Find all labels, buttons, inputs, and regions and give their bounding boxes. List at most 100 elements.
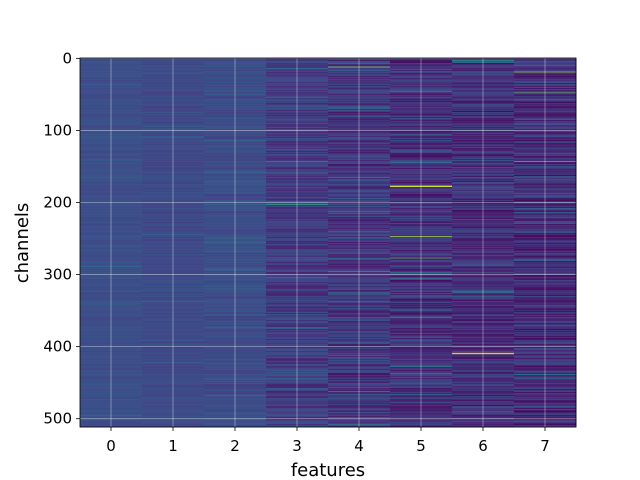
heatmap-cell: [328, 261, 391, 263]
heatmap-cell: [452, 105, 515, 107]
heatmap-cell: [142, 299, 205, 301]
heatmap-cell: [390, 68, 453, 70]
heatmap-cell: [514, 156, 577, 158]
heatmap-cell: [514, 272, 577, 274]
heatmap-cell: [80, 323, 143, 326]
heatmap-cell: [514, 136, 577, 138]
heatmap-cell: [80, 164, 143, 166]
heatmap-cell: [452, 318, 515, 320]
heatmap-cell: [266, 318, 329, 320]
heatmap-cell: [204, 98, 267, 100]
heatmap-cell: [142, 246, 205, 248]
heatmap-cell: [514, 353, 577, 355]
heatmap-cell: [204, 274, 267, 276]
heatmap-cell: [390, 343, 453, 345]
heatmap-cell: [514, 63, 577, 65]
heatmap-cell: [452, 88, 515, 90]
heatmap-cell: [514, 152, 577, 154]
heatmap-cell: [328, 245, 391, 247]
y-tick-label: 0: [62, 49, 72, 67]
heatmap-cell: [142, 101, 205, 103]
y-tick-label: 200: [43, 194, 72, 212]
heatmap-cell: [266, 99, 329, 101]
heatmap-cell: [80, 334, 143, 336]
heatmap-cell: [390, 342, 453, 344]
heatmap-cell: [204, 153, 267, 155]
heatmap-cell: [80, 416, 143, 418]
heatmap-cell: [514, 73, 577, 75]
heatmap-cell: [514, 367, 577, 369]
heatmap-cell: [514, 118, 577, 120]
heatmap-cell: [390, 203, 453, 205]
heatmap-cell: [514, 204, 577, 206]
heatmap-cell: [514, 187, 577, 189]
heatmap-cell: [80, 377, 143, 380]
heatmap-cell: [266, 155, 329, 157]
heatmap-cell: [142, 417, 205, 419]
heatmap-cell: [390, 194, 453, 197]
heatmap-cell: [390, 189, 453, 191]
heatmap-cell: [266, 210, 329, 212]
heatmap-cell: [390, 133, 453, 135]
heatmap-cell: [514, 347, 577, 349]
heatmap-cell: [452, 181, 515, 184]
heatmap-cell: [204, 297, 267, 300]
heatmap-cell: [514, 133, 577, 135]
heatmap-cell: [142, 420, 205, 422]
heatmap-cell: [514, 318, 577, 320]
heatmap-cell: [142, 327, 205, 329]
heatmap-cell: [328, 104, 391, 106]
heatmap-cell: [328, 91, 391, 93]
heatmap-cell: [390, 223, 453, 225]
heatmap-cell: [204, 147, 267, 149]
heatmap-cell: [142, 104, 205, 106]
heatmap-cell: [142, 410, 205, 412]
heatmap-cell: [266, 374, 329, 376]
heatmap-cell: [80, 309, 143, 311]
heatmap-cell: [328, 370, 391, 372]
heatmap-cell: [328, 354, 391, 356]
heatmap-cell: [204, 206, 267, 208]
heatmap-cell: [266, 362, 329, 364]
heatmap-cell: [390, 138, 453, 140]
heatmap-cell: [514, 221, 577, 223]
heatmap-cell: [514, 233, 577, 235]
heatmap-cell: [452, 247, 515, 249]
heatmap-cell: [142, 313, 205, 315]
heatmap-cell: [204, 125, 267, 127]
heatmap-cell: [452, 391, 515, 393]
heatmap-cell: [142, 145, 205, 147]
heatmap-cell: [328, 95, 391, 97]
heatmap-cell: [142, 129, 205, 131]
heatmap-cell: [80, 107, 143, 109]
heatmap-cell: [80, 294, 143, 296]
heatmap-cell: [514, 303, 577, 305]
heatmap-cell: [452, 287, 515, 289]
heatmap-cell: [390, 273, 453, 275]
heatmap-cell: [390, 337, 453, 339]
heatmap-cell: [142, 370, 205, 372]
heatmap-cell: [80, 171, 143, 173]
heatmap-cell: [452, 293, 515, 295]
heatmap-cell: [514, 241, 577, 243]
heatmap-cell: [514, 328, 577, 331]
heatmap-cell: [142, 388, 205, 390]
heatmap-cell: [328, 77, 391, 79]
heatmap-cell: [390, 352, 453, 354]
heatmap-cell: [452, 411, 515, 413]
heatmap-cell: [328, 187, 391, 189]
heatmap-cell: [514, 362, 577, 364]
heatmap-cell: [142, 61, 205, 63]
heatmap-cell: [514, 308, 577, 310]
heatmap-cell: [266, 238, 329, 240]
heatmap-cell: [328, 109, 391, 111]
heatmap-cell: [80, 329, 143, 331]
heatmap-cell: [390, 260, 453, 262]
heatmap-cell: [142, 268, 205, 270]
heatmap-cell: [266, 128, 329, 130]
heatmap-cell: [328, 83, 391, 85]
heatmap-cell: [390, 314, 453, 316]
heatmap-cell: [80, 374, 143, 376]
heatmap-cell: [142, 292, 205, 294]
heatmap-cell: [80, 64, 143, 66]
